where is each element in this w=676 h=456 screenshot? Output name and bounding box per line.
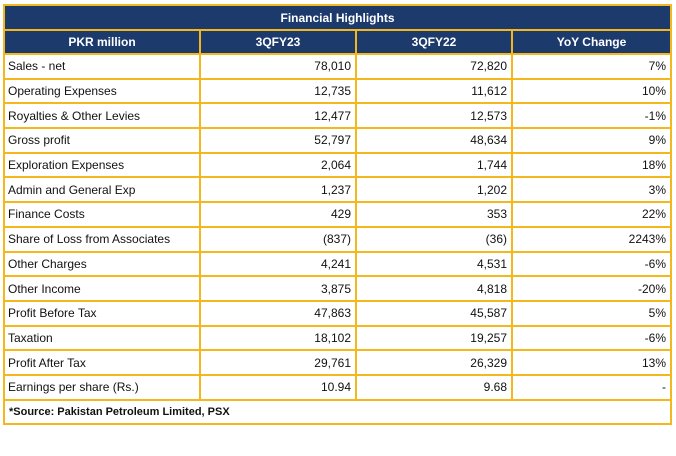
cell-3qfy22: 1,744: [355, 151, 513, 179]
column-header-3qfy23: 3QFY23: [199, 29, 357, 55]
cell-3qfy23: 52,797: [199, 127, 357, 154]
cell-3qfy23: 1,237: [199, 176, 357, 204]
row-label: Gross profit: [3, 127, 201, 154]
row-label: Other Charges: [3, 250, 201, 278]
source-note: *Source: Pakistan Petroleum Limited, PSX: [2, 398, 673, 425]
cell-yoy-change: -6%: [510, 324, 673, 352]
cell-3qfy23: 429: [199, 201, 357, 228]
row-label: Operating Expenses: [3, 77, 201, 105]
table-row: Royalties & Other Levies 12,477 12,573 -1%: [3, 102, 673, 130]
row-label: Admin and General Exp: [3, 176, 201, 204]
column-header-yoy-change: YoY Change: [510, 29, 673, 55]
cell-yoy-change: 2243%: [510, 225, 673, 253]
row-label: Finance Costs: [3, 201, 201, 228]
table-row: Share of Loss from Associates (837) (36) 22…: [3, 225, 673, 253]
cell-yoy-change: -: [510, 373, 673, 401]
table-row: Operating Expenses 12,735 11,612 10%: [3, 77, 673, 105]
financial-highlights-table: Financial Highlights PKR million 3QFY23 …: [2, 4, 673, 425]
cell-3qfy22: 45,587: [355, 299, 513, 327]
row-label: Earnings per share (Rs.): [3, 373, 201, 401]
cell-yoy-change: 9%: [510, 127, 673, 154]
financial-highlights-table-wrapper: Financial Highlights PKR million 3QFY23 …: [2, 4, 673, 425]
table-title-row: Financial Highlights: [2, 4, 673, 31]
cell-3qfy23: 47,863: [199, 299, 357, 327]
cell-3qfy22: 72,820: [355, 53, 513, 80]
cell-yoy-change: 22%: [510, 201, 673, 228]
table-row: Taxation 18,102 19,257 -6%: [3, 324, 673, 352]
table-row: Finance Costs 429 353 22%: [3, 201, 673, 228]
cell-3qfy22: 4,531: [355, 250, 513, 278]
row-label: Profit Before Tax: [3, 299, 201, 327]
row-label: Exploration Expenses: [3, 151, 201, 179]
table-row: Sales - net 78,010 72,820 7%: [3, 53, 673, 80]
cell-yoy-change: 7%: [510, 53, 673, 80]
cell-3qfy23: 3,875: [199, 275, 357, 302]
cell-yoy-change: 5%: [510, 299, 673, 327]
row-label: Taxation: [3, 324, 201, 352]
column-header-pkr-million: PKR million: [3, 29, 201, 55]
cell-yoy-change: -1%: [510, 102, 673, 130]
table-row: Profit Before Tax 47,863 45,587 5%: [3, 299, 673, 327]
cell-yoy-change: -20%: [510, 275, 673, 302]
cell-3qfy22: 1,202: [355, 176, 513, 204]
table-header-row: PKR million 3QFY23 3QFY22 YoY Change: [3, 29, 673, 55]
table-title: Financial Highlights: [2, 4, 673, 31]
column-header-3qfy22: 3QFY22: [355, 29, 513, 55]
cell-3qfy22: 19,257: [355, 324, 513, 352]
cell-3qfy23: 12,477: [199, 102, 357, 130]
cell-3qfy22: 353: [355, 201, 513, 228]
cell-3qfy22: 9.68: [355, 373, 513, 401]
row-label: Other Income: [3, 275, 201, 302]
table-row: Exploration Expenses 2,064 1,744 18%: [3, 151, 673, 179]
row-label: Profit After Tax: [3, 349, 201, 376]
cell-3qfy22: 26,329: [355, 349, 513, 376]
cell-3qfy22: 48,634: [355, 127, 513, 154]
cell-3qfy23: 10.94: [199, 373, 357, 401]
cell-3qfy23: 18,102: [199, 324, 357, 352]
cell-yoy-change: 10%: [510, 77, 673, 105]
cell-yoy-change: 18%: [510, 151, 673, 179]
cell-3qfy23: (837): [199, 225, 357, 253]
row-label: Sales - net: [3, 53, 201, 80]
cell-3qfy23: 78,010: [199, 53, 357, 80]
cell-3qfy23: 29,761: [199, 349, 357, 376]
row-label: Royalties & Other Levies: [3, 102, 201, 130]
table-row: Gross profit 52,797 48,634 9%: [3, 127, 673, 154]
cell-3qfy22: 11,612: [355, 77, 513, 105]
cell-yoy-change: 3%: [510, 176, 673, 204]
table-row: Admin and General Exp 1,237 1,202 3%: [3, 176, 673, 204]
cell-3qfy22: 4,818: [355, 275, 513, 302]
cell-3qfy23: 4,241: [199, 250, 357, 278]
cell-3qfy22: (36): [355, 225, 513, 253]
source-row: *Source: Pakistan Petroleum Limited, PSX: [2, 398, 673, 425]
table-row: Profit After Tax 29,761 26,329 13%: [3, 349, 673, 376]
cell-3qfy23: 2,064: [199, 151, 357, 179]
table-row: Other Income 3,875 4,818 -20%: [3, 275, 673, 302]
cell-yoy-change: -6%: [510, 250, 673, 278]
cell-yoy-change: 13%: [510, 349, 673, 376]
cell-3qfy22: 12,573: [355, 102, 513, 130]
table-row: Earnings per share (Rs.) 10.94 9.68-: [3, 373, 673, 401]
table-row: Other Charges 4,241 4,531 -6%: [3, 250, 673, 278]
cell-3qfy23: 12,735: [199, 77, 357, 105]
row-label: Share of Loss from Associates: [3, 225, 201, 253]
